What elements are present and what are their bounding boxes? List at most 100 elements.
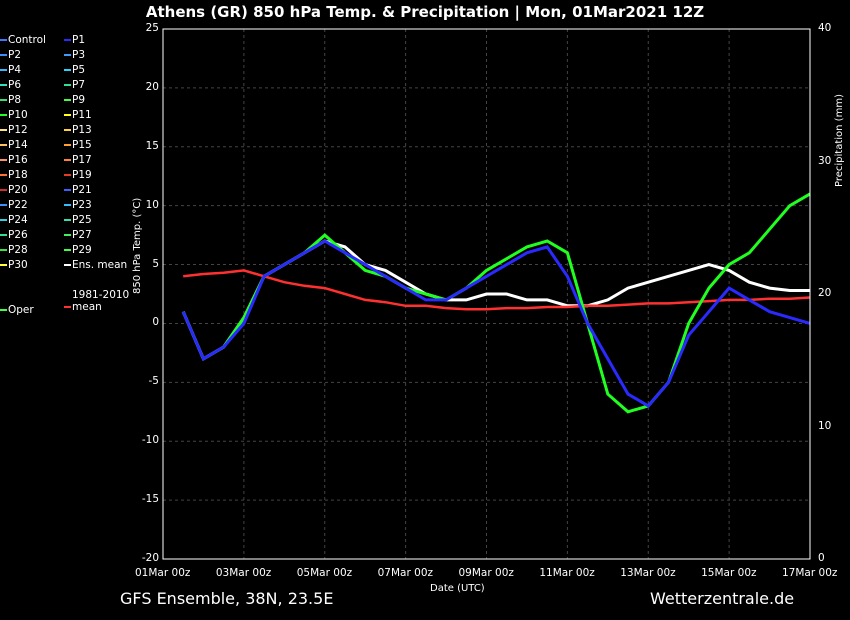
legend-entry: P14 [0,139,28,151]
legend-label: P23 [72,199,92,211]
legend-entry: P17 [64,154,92,166]
legend-swatch [0,54,7,56]
legend-entry: P27 [64,229,92,241]
legend-swatch [64,159,71,161]
legend-entry: P8 [0,94,21,106]
y-tick-label: -5 [148,375,159,388]
x-tick-label: 03Mar 00z [215,567,272,579]
legend-swatch [0,99,7,101]
legend-entry: P21 [64,184,92,196]
legend-entry: P19 [64,169,92,181]
legend-swatch [0,39,7,41]
y-tick-label: -15 [141,493,159,506]
y-tick-label: 20 [145,80,159,93]
legend-label: P12 [8,124,28,136]
legend-entry: P6 [0,79,21,91]
legend-swatch [64,99,71,101]
legend-entry: P2 [0,49,21,61]
legend-label: P5 [72,64,86,76]
legend-label: P10 [8,109,28,121]
legend-label: P28 [8,244,28,256]
legend-entry: P29 [64,244,92,256]
legend-entry: Ens. mean [64,259,127,271]
legend-swatch [64,219,71,221]
legend-swatch [0,219,7,221]
legend-entry: P7 [64,79,85,91]
y-tick-label: 15 [145,139,159,152]
x-tick-label: 09Mar 00z [458,567,514,579]
y2-axis-label: Precipitation (mm) [834,94,845,187]
legend-entry: P18 [0,169,28,181]
legend-label: P14 [8,139,28,151]
x-tick-label: 07Mar 00z [377,567,434,579]
legend-swatch [0,129,7,131]
legend-label: P7 [72,79,86,91]
x-tick-label: 13Mar 00z [620,567,676,579]
legend-entry: P28 [0,244,28,256]
legend-label: P22 [8,199,28,211]
legend-swatch [64,264,71,266]
legend-swatch [64,114,71,116]
legend-entry: P10 [0,109,28,121]
legend-entry: P5 [64,64,85,76]
legend-label: P30 [8,259,28,271]
y2-tick-label: 0 [818,552,825,564]
y2-tick-label: 40 [818,22,832,34]
legend-entry: P22 [0,199,28,211]
legend-swatch [0,174,7,176]
legend-entry: P24 [0,214,28,226]
legend-label: Ens. mean [72,259,128,271]
legend-swatch [0,114,7,116]
legend-entry: P20 [0,184,28,196]
legend-label: Oper [8,304,34,316]
legend-entry: P15 [64,139,92,151]
y-tick-label: -20 [141,552,159,564]
legend-label: P15 [72,139,92,151]
legend-label: Control [8,34,46,46]
legend-swatch [64,174,71,176]
series-line [183,269,811,311]
legend-label: P16 [8,154,28,166]
legend-label: P21 [72,184,92,196]
legend-label: P8 [8,94,22,106]
series-line [181,239,811,408]
legend-entry: P1 [64,34,85,46]
legend-label: P9 [72,94,86,106]
legend-swatch [0,234,7,236]
legend-entry: P3 [64,49,85,61]
legend-label: P26 [8,229,28,241]
legend-swatch [0,249,7,251]
legend-swatch [64,204,71,206]
legend-swatch [0,159,7,161]
legend-entry: P12 [0,124,28,136]
legend-swatch [64,144,71,146]
legend-label: P11 [72,109,92,121]
y-tick-label: 0 [152,316,159,329]
legend-swatch [0,144,7,146]
y-tick-label: -10 [141,434,159,447]
legend-swatch [0,84,7,86]
y-tick-label: 25 [145,22,159,34]
legend-label: P4 [8,64,22,76]
x-tick-label: 11Mar 00z [539,567,595,579]
series-lines [181,192,811,414]
legend-entry: P9 [64,94,85,106]
legend-entry: P13 [64,124,92,136]
legend-swatch [0,204,7,206]
y-tick-label: 5 [152,257,159,270]
legend-entry: P23 [64,199,92,211]
legend-swatch [64,234,71,236]
y-tick-label: 10 [145,198,159,211]
legend-label: P17 [72,154,92,166]
y-axis-label: 850 hPa Temp. (°C) [132,197,143,294]
plot-frame [162,28,811,560]
legend-swatch [64,129,71,131]
legend-label: P20 [8,184,28,196]
legend-entry: Control [0,34,46,46]
model-info: GFS Ensemble, 38N, 23.5E [120,589,334,608]
legend-swatch [64,54,71,56]
x-axis-label: Date (UTC) [430,583,485,594]
x-tick-label: 01Mar 00z [135,567,191,579]
legend-entry: P16 [0,154,28,166]
